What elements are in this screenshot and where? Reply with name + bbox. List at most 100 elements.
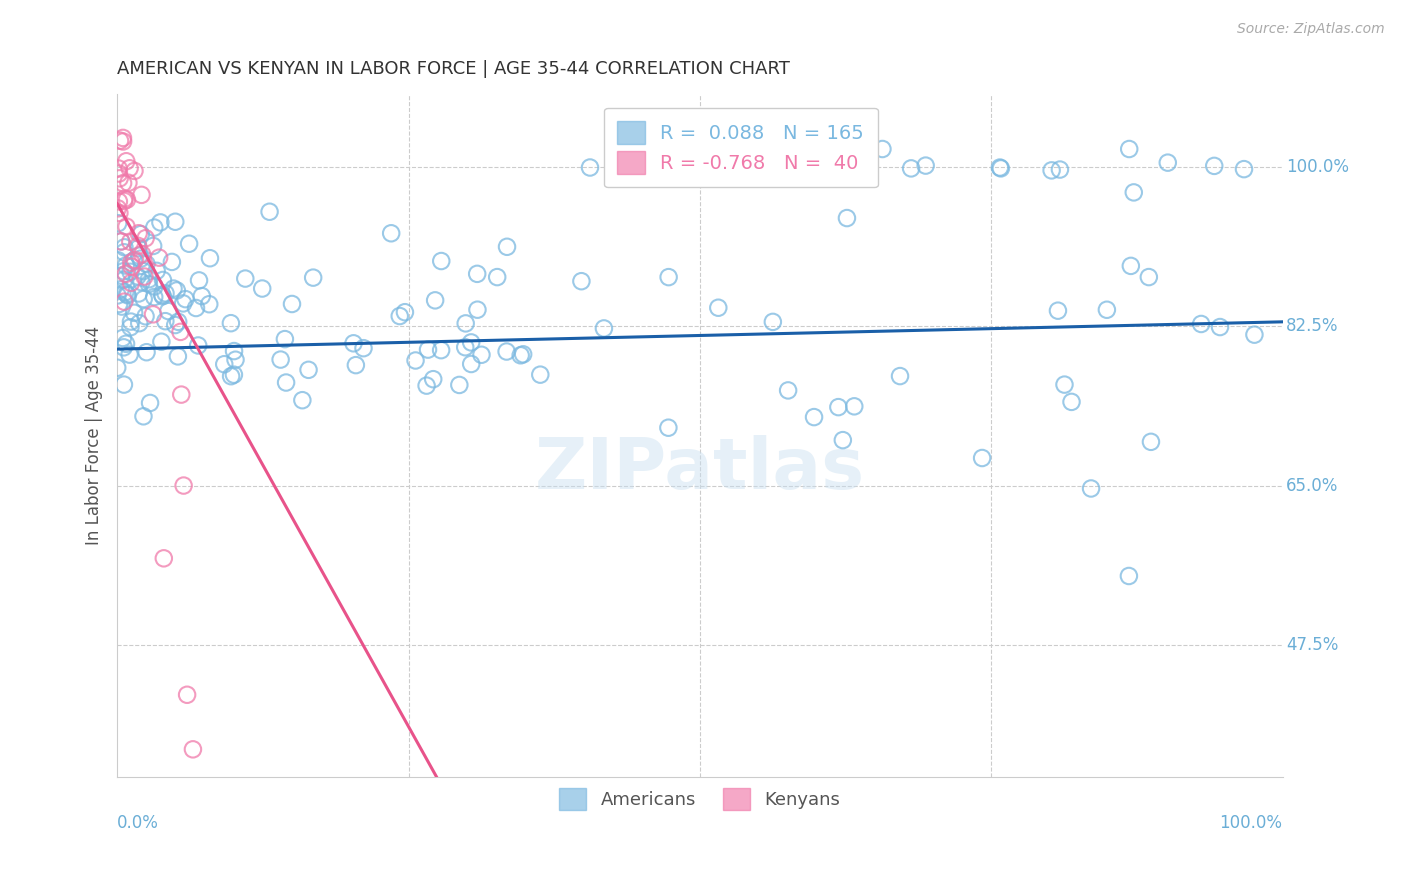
Point <box>889 369 911 384</box>
Point <box>1243 327 1265 342</box>
Point <box>112 176 135 190</box>
Point <box>143 220 166 235</box>
Point <box>108 167 131 181</box>
Point <box>134 269 156 284</box>
Point <box>394 305 416 319</box>
Point <box>139 396 162 410</box>
Point <box>128 226 150 240</box>
Point <box>579 161 602 175</box>
Point <box>112 264 135 278</box>
Point <box>415 378 437 392</box>
Point <box>297 363 319 377</box>
Point <box>145 264 167 278</box>
Point <box>1140 434 1163 449</box>
Point <box>138 272 160 286</box>
Point <box>737 165 759 179</box>
Point <box>143 279 166 293</box>
Point <box>107 161 129 176</box>
Point <box>571 274 593 288</box>
Point <box>120 320 142 334</box>
Point <box>110 235 132 249</box>
Point <box>1095 302 1118 317</box>
Point <box>449 378 471 392</box>
Point <box>380 227 402 241</box>
Point <box>1118 142 1140 156</box>
Point <box>460 335 482 350</box>
Point <box>172 296 194 310</box>
Point <box>658 270 681 285</box>
Text: ZIPatlas: ZIPatlas <box>534 435 865 504</box>
Point <box>344 358 367 372</box>
Point <box>112 272 135 286</box>
Point <box>129 227 152 241</box>
Point <box>115 287 138 301</box>
Point <box>115 219 138 234</box>
Point <box>118 161 141 176</box>
Text: Source: ZipAtlas.com: Source: ZipAtlas.com <box>1237 22 1385 37</box>
Point <box>122 253 145 268</box>
Point <box>150 334 173 349</box>
Point <box>150 288 173 302</box>
Point <box>129 252 152 266</box>
Point <box>225 352 247 367</box>
Point <box>153 551 176 566</box>
Point <box>250 281 273 295</box>
Point <box>131 275 153 289</box>
Point <box>422 372 444 386</box>
Point <box>593 321 616 335</box>
Point <box>1209 320 1232 334</box>
Point <box>124 252 146 267</box>
Point <box>430 254 453 268</box>
Point <box>1049 162 1071 177</box>
Point <box>1053 377 1076 392</box>
Point <box>725 161 748 175</box>
Point <box>470 348 492 362</box>
Point <box>120 235 142 249</box>
Point <box>219 316 242 330</box>
Y-axis label: In Labor Force | Age 35-44: In Labor Force | Age 35-44 <box>86 326 103 545</box>
Point <box>127 239 149 253</box>
Point <box>108 194 131 209</box>
Point <box>167 350 190 364</box>
Point <box>291 393 314 408</box>
Point <box>114 192 136 206</box>
Point <box>142 239 165 253</box>
Point <box>707 301 730 315</box>
Point <box>188 273 211 287</box>
Point <box>423 293 446 308</box>
Point <box>181 742 204 756</box>
Text: 65.0%: 65.0% <box>1286 476 1339 494</box>
Point <box>512 347 534 361</box>
Point <box>184 301 207 315</box>
Point <box>152 289 174 303</box>
Point <box>165 318 187 332</box>
Point <box>990 161 1012 176</box>
Point <box>131 247 153 261</box>
Point <box>460 357 482 371</box>
Point <box>107 216 129 230</box>
Point <box>162 282 184 296</box>
Point <box>872 142 894 156</box>
Point <box>120 265 142 279</box>
Point <box>803 410 825 425</box>
Point <box>131 187 153 202</box>
Point <box>844 400 866 414</box>
Point <box>132 409 155 424</box>
Point <box>1204 159 1226 173</box>
Point <box>148 251 170 265</box>
Point <box>988 161 1011 175</box>
Point <box>112 135 135 149</box>
Point <box>177 236 200 251</box>
Point <box>690 163 713 178</box>
Text: 0.0%: 0.0% <box>117 814 159 832</box>
Point <box>274 376 297 390</box>
Point <box>128 249 150 263</box>
Point <box>114 285 136 300</box>
Point <box>115 154 138 169</box>
Point <box>127 269 149 284</box>
Point <box>108 206 131 220</box>
Point <box>169 325 191 339</box>
Point <box>1118 569 1140 583</box>
Point <box>1046 303 1069 318</box>
Point <box>142 307 165 321</box>
